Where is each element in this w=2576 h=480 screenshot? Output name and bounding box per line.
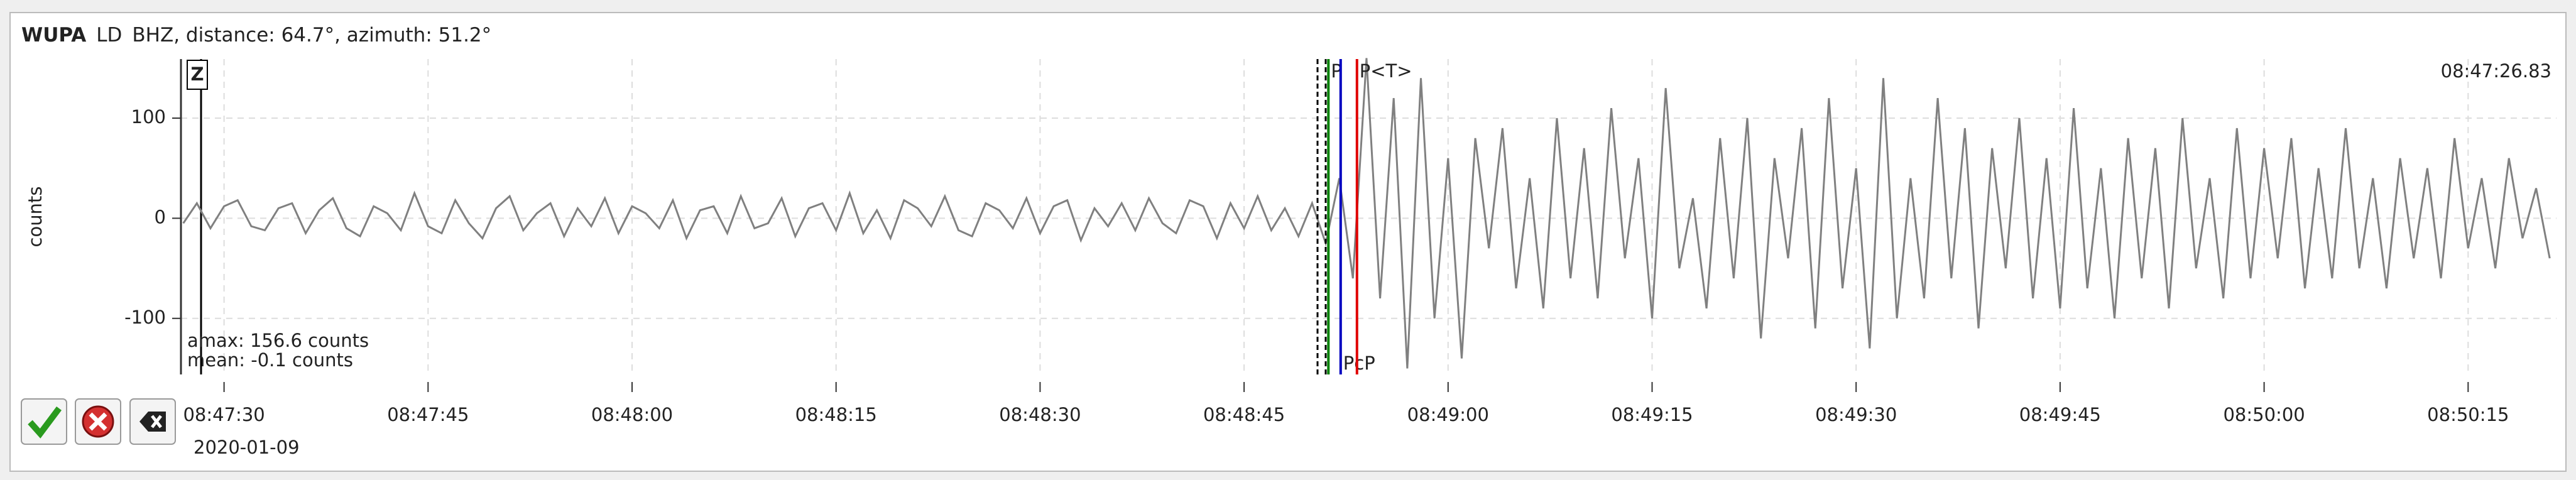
- time-label: 08:47:26.83: [2441, 60, 2551, 82]
- pick-label: PcP: [1343, 352, 1375, 374]
- x-tick-label: 08:47:30: [183, 404, 265, 425]
- delete-button[interactable]: [129, 398, 176, 445]
- component-box: [187, 60, 208, 90]
- pick-label: P<T>: [1360, 60, 1412, 82]
- x-tick-label: 08:48:00: [591, 404, 673, 425]
- trace-header: WUPA LD BHZ, distance: 64.7°, azimuth: 51.…: [21, 24, 491, 46]
- component-label: Z: [190, 63, 204, 85]
- mean-label: mean: -0.1 counts: [187, 349, 353, 371]
- x-tick-label: 08:49:15: [1611, 404, 1693, 425]
- x-tick-label: 08:50:00: [2223, 404, 2305, 425]
- pick-label: P: [1331, 60, 1342, 82]
- x-tick-label: 08:49:45: [2019, 404, 2101, 425]
- x-tick-label: 08:49:30: [1815, 404, 1897, 425]
- x-tick-label: 08:48:30: [999, 404, 1081, 425]
- station: WUPA: [21, 24, 86, 46]
- delete-cross: [151, 415, 162, 428]
- x-tick-label: 08:47:45: [387, 404, 469, 425]
- y-tick-label: 100: [131, 106, 166, 128]
- accept-button[interactable]: [21, 398, 67, 445]
- check-icon: [28, 406, 62, 439]
- button-frame: [21, 398, 67, 445]
- x-tick-label: 08:50:15: [2427, 404, 2509, 425]
- y-tick-label: 0: [155, 206, 166, 227]
- reject-cross: [89, 412, 107, 431]
- channel-info: BHZ, distance: 64.7°, azimuth: 51.2°: [132, 24, 491, 46]
- y-axis-label: counts: [25, 187, 46, 248]
- date-label: 2020-01-09: [194, 437, 300, 458]
- y-tick-label: -100: [124, 307, 166, 328]
- x-tick-label: 08:49:00: [1407, 404, 1489, 425]
- reject-button[interactable]: [75, 398, 121, 445]
- network: LD: [96, 24, 122, 46]
- x-tick-label: 08:48:15: [795, 404, 877, 425]
- waveform: [182, 58, 2551, 369]
- x-tick-label: 08:48:45: [1203, 404, 1285, 425]
- amax-label: amax: 156.6 counts: [187, 330, 369, 351]
